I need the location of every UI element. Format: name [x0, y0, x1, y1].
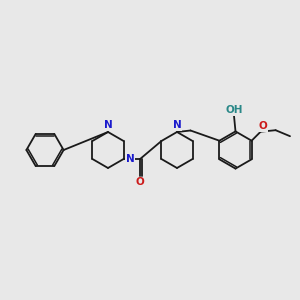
Text: O: O	[136, 177, 145, 187]
Text: N: N	[172, 120, 182, 130]
Text: OH: OH	[225, 105, 243, 116]
Text: O: O	[259, 121, 267, 131]
Text: N: N	[103, 120, 112, 130]
Text: N: N	[126, 154, 135, 164]
